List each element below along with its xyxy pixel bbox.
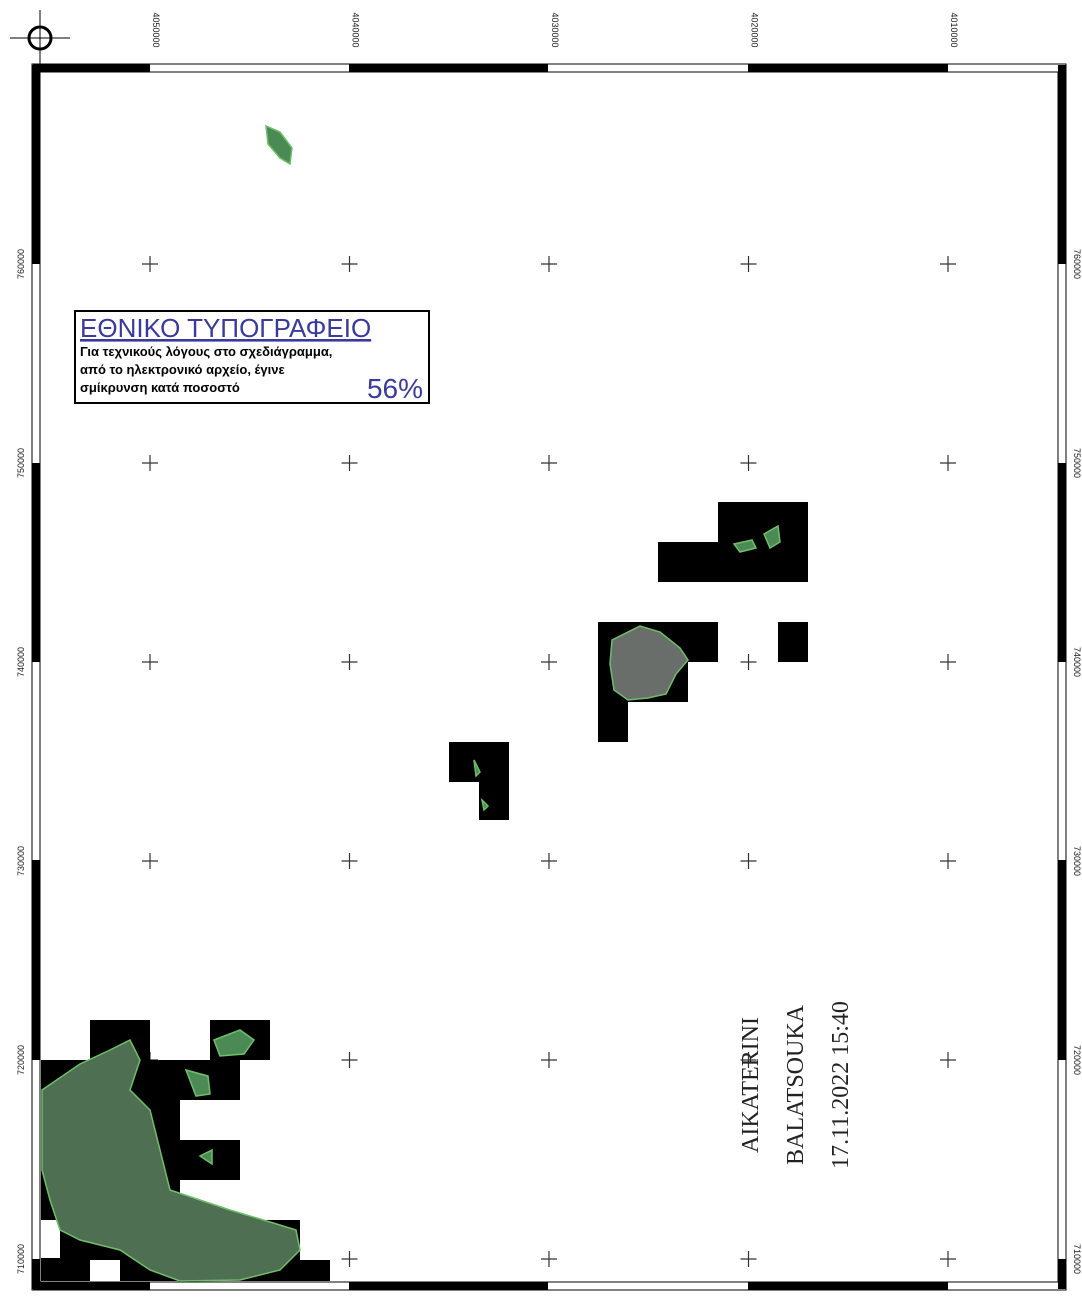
grid-cross <box>740 654 757 670</box>
notice-line: Για τεχνικούς λόγους στο σχεδιάγραμμα, <box>80 344 332 359</box>
border-segment <box>349 64 548 72</box>
border-segment <box>33 64 150 72</box>
grid-cross <box>940 853 956 869</box>
grid-cross <box>541 455 557 471</box>
top-coord-label: 4050000 <box>151 12 161 47</box>
grid-cross <box>740 853 757 869</box>
border-segment <box>748 1282 948 1290</box>
grid-cross <box>541 853 557 869</box>
grid-cross <box>142 455 158 471</box>
frame <box>31 63 1067 1291</box>
notice-line: από το ηλεκτρονικό αρχείο, έγινε <box>80 362 285 377</box>
right-coord-label: 720000 <box>1072 1045 1082 1075</box>
grid-cross <box>142 256 158 272</box>
signature-line: AIKATERINI <box>738 1017 764 1153</box>
grid-cross <box>541 654 557 670</box>
right-coord-label: 730000 <box>1072 846 1082 876</box>
left-coord-label: 740000 <box>16 647 26 677</box>
notice-box: ΕΘΝΙΚΟ ΤΥΠΟΓΡΑΦΕΙΟ Για τεχνικούς λόγους … <box>74 310 430 404</box>
signature-line: 17.11.2022 15:40 <box>828 1001 854 1169</box>
grid-cross <box>341 256 358 272</box>
left-coord-label: 750000 <box>16 448 26 478</box>
grid-cross <box>142 654 158 670</box>
right-coord-label: 750000 <box>1072 448 1082 478</box>
border-segment <box>1058 860 1066 1060</box>
left-coord-label: 710000 <box>16 1244 26 1274</box>
grid-cross <box>341 455 358 471</box>
top-coord-label: 4020000 <box>750 12 760 47</box>
grid-cross <box>341 1052 358 1068</box>
grid-cross <box>341 654 358 670</box>
signature-line: BALATSOUKA <box>783 1004 809 1165</box>
border-segment <box>32 860 40 1060</box>
border-segment <box>748 64 948 72</box>
right-coord-label: 740000 <box>1072 647 1082 677</box>
notice-line: σμίκρυνση κατά ποσοστό <box>80 380 240 395</box>
border-segment <box>32 463 40 662</box>
left-coord-label: 730000 <box>16 846 26 876</box>
grid-cross <box>740 1052 757 1068</box>
border-segment <box>33 1282 150 1290</box>
border-segment <box>32 1259 40 1289</box>
grid-cross <box>341 1251 358 1267</box>
notice-title: ΕΘΝΙΚΟ ΤΥΠΟΓΡΑΦΕΙΟ <box>80 313 371 343</box>
grid-cross <box>940 1251 956 1267</box>
compass <box>10 10 70 66</box>
notice-percent: 56% <box>367 373 423 404</box>
grid-cross <box>541 1251 557 1267</box>
grid-cross <box>740 256 757 272</box>
grid-cross <box>940 1052 956 1068</box>
border-segment <box>1058 1259 1066 1289</box>
grid-cross <box>341 853 358 869</box>
left-coord-label: 760000 <box>16 249 26 279</box>
right-coord-label: 710000 <box>1072 1244 1082 1274</box>
grid-cross <box>740 455 757 471</box>
border-segment <box>349 1282 548 1290</box>
border-segment <box>1058 65 1066 264</box>
border-segment <box>32 65 40 264</box>
grid-cross <box>541 1052 557 1068</box>
top-coord-label: 4040000 <box>351 12 361 47</box>
border-bars <box>32 64 1066 1290</box>
grid-cross <box>740 1251 757 1267</box>
grid-cross <box>541 256 557 272</box>
islands <box>41 124 781 1282</box>
left-coord-label: 720000 <box>16 1045 26 1075</box>
grid-cross <box>940 256 956 272</box>
grid-cross <box>940 654 956 670</box>
top-coord-label: 4030000 <box>550 12 560 47</box>
grid-cross <box>940 455 956 471</box>
top-coord-label: 4010000 <box>949 12 959 47</box>
grid-cross <box>142 853 158 869</box>
right-coord-label: 760000 <box>1072 249 1082 279</box>
border-segment <box>1058 463 1066 662</box>
